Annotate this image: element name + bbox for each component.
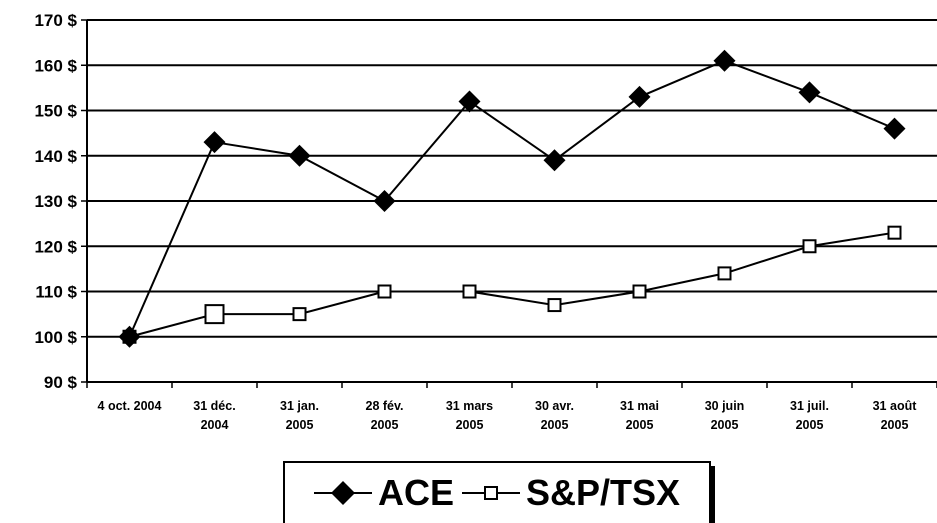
data-point-ace <box>458 90 481 113</box>
x-tick-label: 31 août 2005 <box>873 399 918 432</box>
x-tick-label-line: 4 oct. 2004 <box>98 399 162 413</box>
data-point-sptsx <box>462 284 477 299</box>
data-point-ace <box>628 85 651 108</box>
x-tick-label: 31 déc. 2004 <box>193 399 235 432</box>
legend-item-sptsx: S&P/TSX <box>461 472 681 514</box>
x-tick-label-line: 31 jan. <box>280 399 319 413</box>
x-tick-label: 31 juil. 2005 <box>790 399 829 432</box>
series-line-s-p-tsx <box>129 231 895 338</box>
data-point-sptsx <box>632 284 647 299</box>
x-tick-label: 28 fév. 2005 <box>366 399 404 432</box>
x-tick-label-line: 2005 <box>456 418 484 432</box>
y-axis-ticks: 90 $ 100 $ 110 $ 120 $ 130 $ 140 $ 150 $ 160 $ 1… <box>34 11 77 392</box>
data-point-ace <box>203 131 226 154</box>
diamond-marker-icon <box>313 481 372 505</box>
x-tick-label-line: 28 fév. <box>366 399 404 413</box>
axes <box>81 19 937 388</box>
data-point-ace <box>373 190 396 212</box>
x-tick-label: 31 mars 2005 <box>446 399 493 432</box>
x-tick-label-line: 2005 <box>371 418 399 432</box>
y-tick-label: 150 $ <box>34 102 77 121</box>
data-point-sptsx <box>717 266 732 281</box>
data-point-ace <box>883 117 906 140</box>
x-tick-label: 30 juin 2005 <box>705 399 745 432</box>
x-tick-label-line: 2005 <box>711 418 739 432</box>
x-tick-label-line: 2005 <box>626 418 654 432</box>
x-tick-label-line: 2005 <box>286 418 314 432</box>
data-point-ace <box>288 144 311 167</box>
legend-label-ace: ACE <box>377 472 454 513</box>
data-point-ace <box>798 81 821 104</box>
y-tick-label: 90 $ <box>44 373 78 392</box>
x-tick-label: 30 avr. 2005 <box>535 399 574 432</box>
data-point-sptsx <box>547 298 562 313</box>
series-layer <box>118 49 906 348</box>
line-chart: 90 $ 100 $ 110 $ 120 $ 130 $ 140 $ 150 $ 160 $ 1… <box>34 11 937 432</box>
y-tick-label: 130 $ <box>34 192 77 211</box>
x-tick-label-line: 31 mai <box>620 399 659 413</box>
legend-shadow <box>711 466 715 523</box>
legend: ACE S&P/TSX <box>283 461 711 523</box>
x-tick-label-line: 30 avr. <box>535 399 574 413</box>
y-tick-label: 140 $ <box>34 147 77 166</box>
x-tick-label-line: 2005 <box>881 418 909 432</box>
y-tick-label: 110 $ <box>35 283 77 302</box>
x-tick-label-line: 2004 <box>201 418 229 432</box>
gridlines <box>87 19 937 338</box>
y-tick-label: 160 $ <box>34 56 77 75</box>
data-point-sptsx <box>377 284 392 299</box>
y-tick-label: 120 $ <box>34 237 77 256</box>
x-tick-label-line: 31 juil. <box>790 399 829 413</box>
x-tick-label-line: 2005 <box>796 418 824 432</box>
x-tick-label-line: 2005 <box>541 418 569 432</box>
x-tick-label-line: 31 déc. <box>193 399 235 413</box>
data-point-ace <box>713 49 736 72</box>
x-tick-label-line: 31 août <box>873 399 918 413</box>
data-point-sptsx <box>887 225 902 240</box>
data-point-ace <box>118 325 141 348</box>
y-tick-label: 170 $ <box>34 11 77 30</box>
x-tick-label: 31 jan. 2005 <box>280 399 319 432</box>
legend-item-ace: ACE <box>313 472 454 514</box>
x-tick-label-line: 31 mars <box>446 399 493 413</box>
y-tick-label: 100 $ <box>34 328 77 347</box>
data-point-sptsx <box>204 304 225 325</box>
legend-label-sptsx: S&P/TSX <box>525 472 681 513</box>
x-tick-label: 31 mai 2005 <box>620 399 659 432</box>
x-tick-label-line: 30 juin <box>705 399 745 413</box>
data-point-ace <box>543 149 566 172</box>
data-point-sptsx <box>802 239 817 254</box>
data-point-sptsx <box>292 307 307 322</box>
x-tick-label: 4 oct. 2004 <box>98 399 162 413</box>
series-line-ace <box>128 59 895 338</box>
square-marker-icon <box>461 486 520 500</box>
